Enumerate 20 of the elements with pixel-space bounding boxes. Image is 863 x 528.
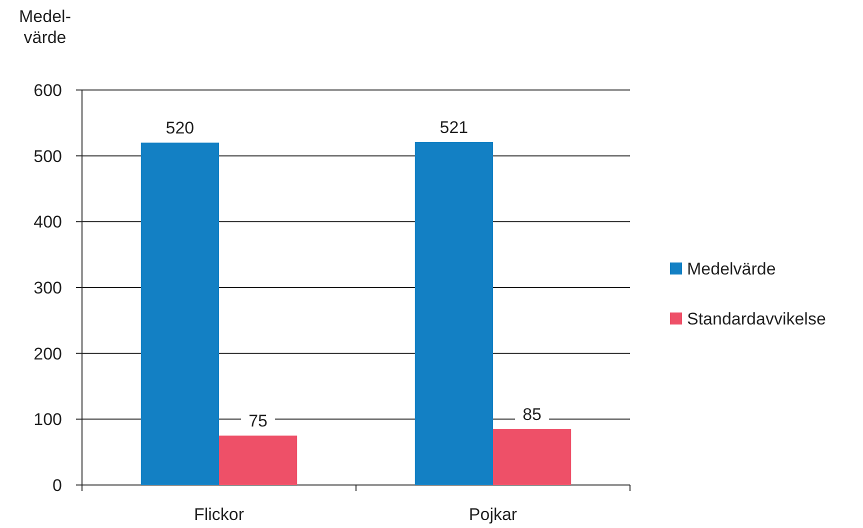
data-label: 521 [440, 118, 468, 138]
y-tick-label: 400 [34, 212, 62, 232]
data-label: 85 [522, 405, 542, 424]
bar [219, 436, 298, 485]
y-tick-label: 200 [34, 344, 62, 364]
bar [414, 142, 493, 485]
legend-label: Medelvärde [687, 259, 776, 278]
bar [493, 429, 572, 485]
bar [140, 142, 219, 485]
x-tick-label: Flickor [194, 505, 244, 524]
y-tick-label: 300 [34, 278, 62, 298]
y-axis-title: Medel- värde [19, 7, 71, 47]
data-label: 520 [166, 118, 194, 138]
y-tick-label: 500 [34, 146, 62, 166]
y-tick-label: 100 [34, 410, 62, 430]
y-tick-label: 0 [52, 476, 62, 495]
legend-label: Standardavvikelse [687, 309, 826, 328]
data-label: 75 [248, 412, 268, 431]
x-tick-label: Pojkar [468, 505, 518, 524]
y-tick-label: 600 [34, 80, 62, 100]
